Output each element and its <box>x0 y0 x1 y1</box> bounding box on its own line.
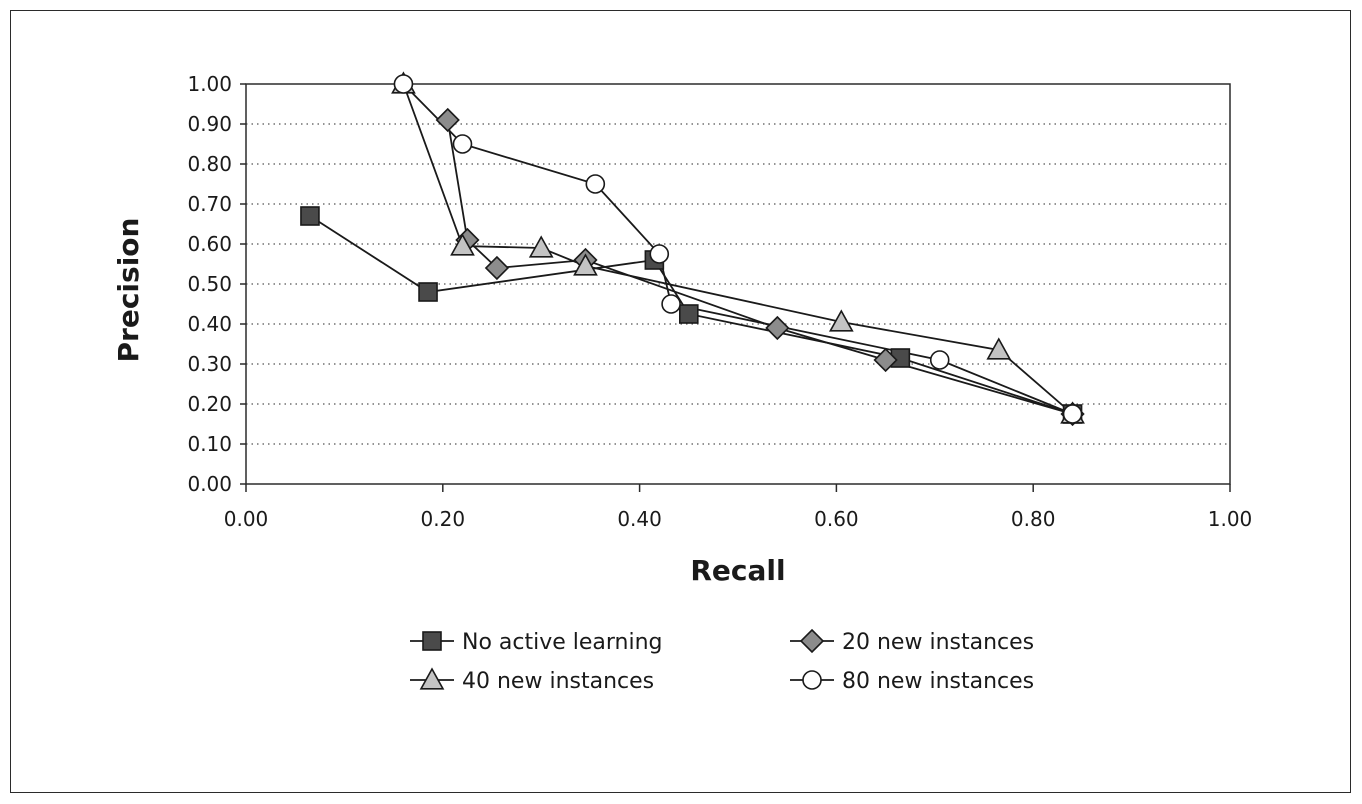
y-tick-label: 0.20 <box>187 392 232 416</box>
legend-item-triangle: 40 new instances <box>410 667 654 694</box>
data-point-triangle <box>528 235 554 258</box>
data-point-circle <box>452 134 473 154</box>
data-point-triangle <box>986 337 1012 360</box>
axis-ticks: 0.00 0.10 0.20 0.30 0.40 0.50 0.60 0.70 0.80 0.90… <box>187 72 1252 531</box>
legend-label: 80 new instances <box>842 669 1034 694</box>
y-tick-label: 0.40 <box>187 312 232 336</box>
x-tick-label: 0.60 <box>814 507 859 531</box>
data-point-triangle <box>450 233 475 256</box>
data-point-triangle <box>828 309 854 332</box>
y-tick-label: 0.50 <box>187 272 232 296</box>
gridlines <box>246 123 1230 445</box>
data-point-square <box>300 206 320 226</box>
legend-marker-diamond <box>799 628 825 654</box>
x-tick-label: 1.00 <box>1208 507 1253 531</box>
series-lines <box>309 83 1074 415</box>
x-tick-label: 0.80 <box>1011 507 1056 531</box>
data-point-diamond <box>435 107 460 133</box>
data-point-diamond <box>484 255 510 281</box>
data-point-circle <box>1062 404 1083 424</box>
y-tick-label: 1.00 <box>187 72 232 96</box>
data-point-circle <box>393 74 414 94</box>
data-point-circle <box>649 244 670 264</box>
y-tick-label: 0.00 <box>187 472 232 496</box>
legend-label: No active learning <box>462 630 663 655</box>
legend-item-circle: 80 new instances <box>790 669 1034 694</box>
data-point-square <box>418 282 438 302</box>
data-point-square <box>678 304 699 324</box>
x-tick-label: 0.00 <box>224 507 269 531</box>
legend-item-diamond: 20 new instances <box>790 628 1034 655</box>
legend-label: 20 new instances <box>842 630 1034 655</box>
y-tick-label: 0.10 <box>187 432 232 456</box>
series-markers <box>300 71 1085 427</box>
data-point-circle <box>585 174 606 194</box>
data-point-triangle <box>573 253 598 276</box>
y-tick-label: 0.80 <box>187 152 232 176</box>
legend-label: 40 new instances <box>462 669 654 694</box>
legend-marker-circle <box>802 670 822 690</box>
x-tick-label: 0.40 <box>617 507 662 531</box>
series-line-square <box>309 215 1073 415</box>
y-tick-label: 0.90 <box>187 112 232 136</box>
legend-item-square: No active learning <box>410 630 663 655</box>
data-point-circle <box>929 350 950 370</box>
legend: No active learning 20 new instances 40 new… <box>410 628 1034 694</box>
data-point-circle <box>661 294 681 314</box>
y-tick-label: 0.60 <box>187 232 232 256</box>
legend-marker-square <box>422 631 442 651</box>
y-axis-title: Precision <box>112 218 145 363</box>
data-point-diamond <box>873 347 898 373</box>
y-tick-label: 0.30 <box>187 352 232 376</box>
x-axis-title: Recall <box>690 554 785 587</box>
data-point-diamond <box>765 315 790 341</box>
chart-frame <box>10 10 1351 793</box>
y-tick-label: 0.70 <box>187 192 232 216</box>
legend-marker-triangle <box>419 667 445 690</box>
x-tick-label: 0.20 <box>421 507 466 531</box>
